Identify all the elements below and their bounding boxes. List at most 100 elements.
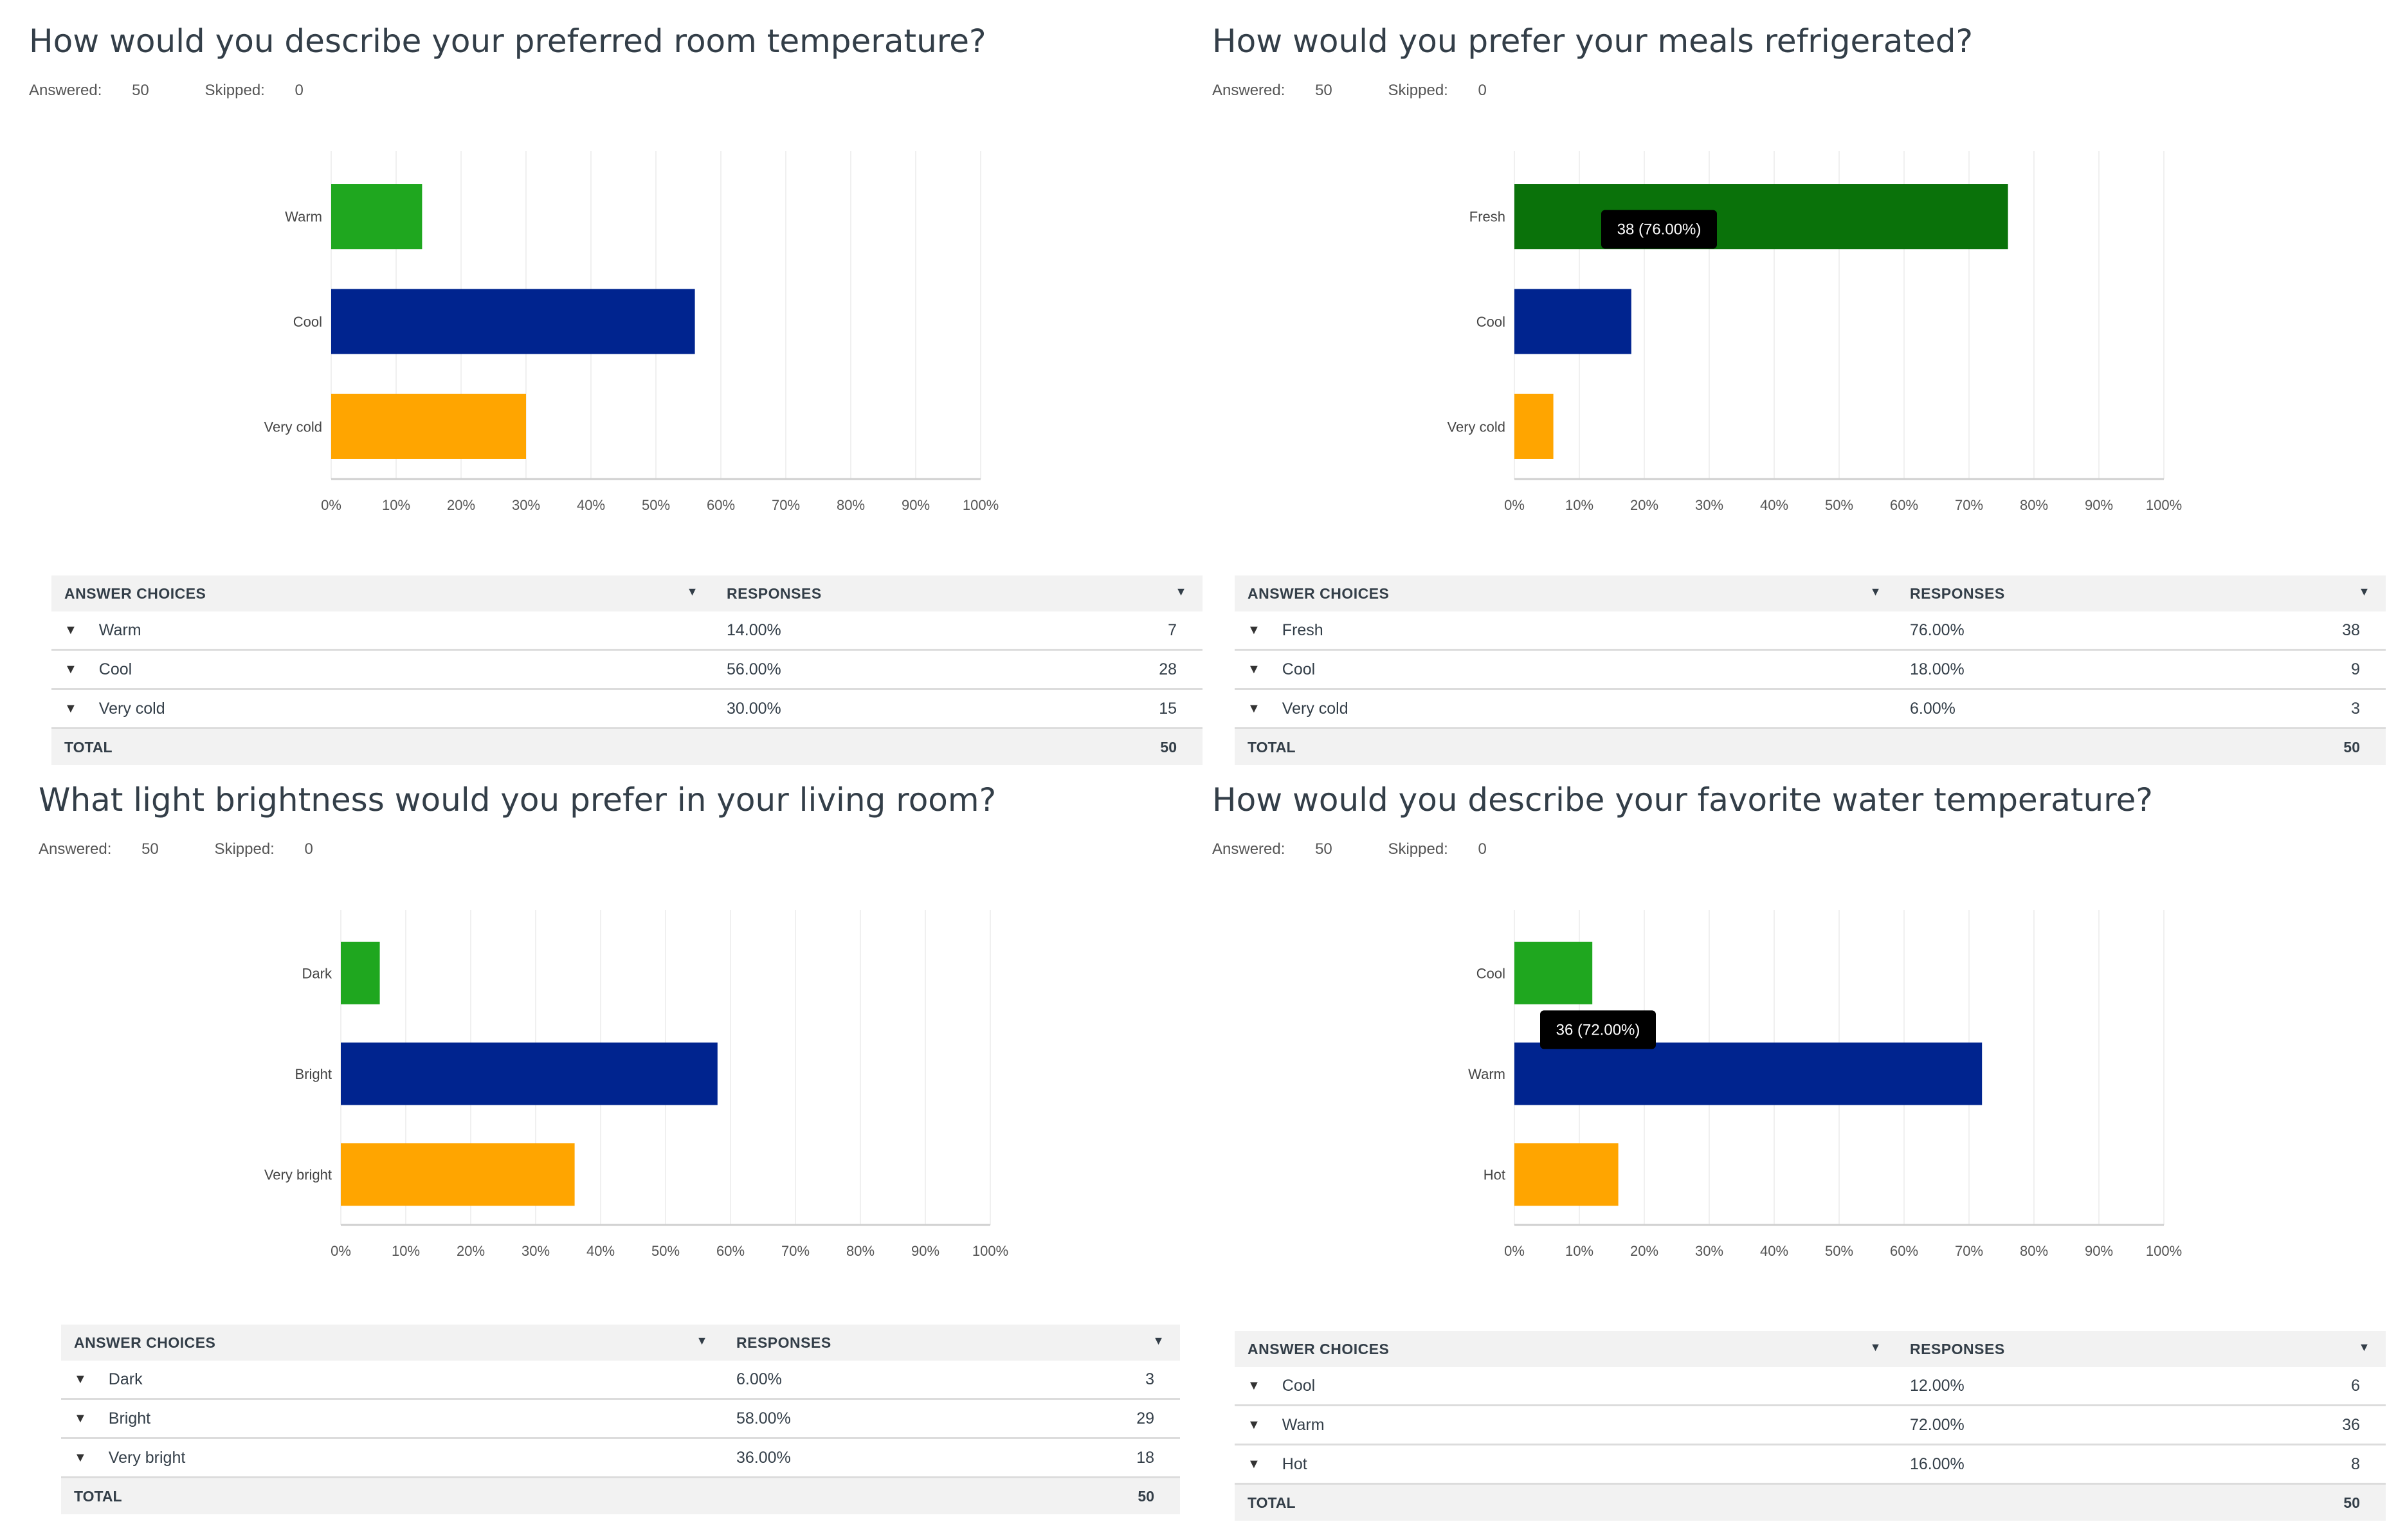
total-value: 50: [2343, 1494, 2360, 1511]
bar-tooltip: 38 (76.00%): [1601, 210, 1717, 249]
question-title: What light brightness would you prefer i…: [39, 781, 997, 819]
total-label: TOTAL: [1248, 1494, 1296, 1511]
table-header: ANSWER CHOICES ▼ RESPONSES ▼: [1235, 1331, 2386, 1367]
bar-hot: [1514, 1143, 1619, 1206]
x-tick-label: 20%: [457, 1243, 485, 1259]
x-tick-label: 20%: [447, 497, 475, 513]
x-tick-label: 10%: [1565, 497, 1593, 513]
sort-caret-icon[interactable]: ▼: [1152, 1334, 1165, 1347]
total-row: TOTAL 50: [1235, 1485, 2386, 1521]
x-tick-label: 90%: [2085, 1243, 2113, 1259]
survey-panel-room-temperature: How would you describe your preferred ro…: [29, 23, 1212, 781]
expand-caret-icon[interactable]: ▼: [74, 1450, 87, 1465]
table-row[interactable]: ▼ Hot 16.00% 8: [1235, 1445, 2386, 1485]
x-tick-label: 30%: [1695, 1243, 1723, 1259]
x-tick-label: 70%: [772, 497, 800, 513]
expand-caret-icon[interactable]: ▼: [64, 622, 77, 637]
y-category-label: Very cold: [264, 419, 323, 435]
table-row[interactable]: ▼ Warm 14.00% 7: [51, 611, 1203, 651]
x-tick-label: 90%: [911, 1243, 939, 1259]
expand-caret-icon[interactable]: ▼: [74, 1411, 87, 1426]
sort-caret-icon[interactable]: ▼: [696, 1334, 708, 1347]
table-row[interactable]: ▼ Cool 18.00% 9: [1235, 651, 2386, 690]
table-row[interactable]: ▼ Very cold 6.00% 3: [1235, 690, 2386, 729]
responses-table: ANSWER CHOICES ▼ RESPONSES ▼ ▼ Dark 6.00% 3 ▼ B…: [61, 1325, 1180, 1514]
table-row[interactable]: ▼ Cool 56.00% 28: [51, 651, 1203, 690]
bar-tooltip: 36 (72.00%): [1540, 1010, 1656, 1049]
x-tick-label: 60%: [707, 497, 735, 513]
expand-caret-icon[interactable]: ▼: [1248, 622, 1260, 637]
skipped-count: Skipped: 0: [1388, 82, 1487, 99]
x-tick-label: 60%: [1890, 497, 1918, 513]
x-tick-label: 100%: [2146, 497, 2182, 513]
bar-chart: 0% 10% 20% 30% 40% 50% 60% 70% 80% 90% 100% Dark Bri…: [264, 910, 1008, 1259]
x-tick-label: 50%: [1825, 497, 1853, 513]
question-title: How would you describe your preferred ro…: [29, 23, 986, 60]
col-answer-choices[interactable]: ANSWER CHOICES: [64, 584, 206, 602]
col-responses[interactable]: RESPONSES: [1910, 584, 2005, 602]
response-percent: 14.00%: [727, 621, 781, 639]
sort-caret-icon[interactable]: ▼: [2358, 1340, 2370, 1354]
expand-caret-icon[interactable]: ▼: [1248, 662, 1260, 676]
x-tick-label: 20%: [1630, 497, 1658, 513]
table-row[interactable]: ▼ Very bright 36.00% 18: [61, 1439, 1180, 1478]
col-responses[interactable]: RESPONSES: [736, 1334, 831, 1351]
x-tick-label: 40%: [586, 1243, 615, 1259]
x-tick-label: 40%: [1760, 1243, 1788, 1259]
response-percent: 18.00%: [1910, 660, 1965, 678]
x-tick-label: 70%: [1955, 497, 1983, 513]
table-row[interactable]: ▼ Cool 12.00% 6: [1235, 1367, 2386, 1406]
tooltip-text: 38 (76.00%): [1617, 221, 1702, 239]
response-meta: Answered: 50 Skipped: 0: [1212, 82, 1538, 100]
x-tick-label: 70%: [1955, 1243, 1983, 1259]
col-answer-choices[interactable]: ANSWER CHOICES: [1248, 1340, 1390, 1357]
x-tick-label: 100%: [2146, 1243, 2182, 1259]
expand-caret-icon[interactable]: ▼: [1248, 1417, 1260, 1432]
x-tick-label: 60%: [1890, 1243, 1918, 1259]
expand-caret-icon[interactable]: ▼: [1248, 1456, 1260, 1471]
expand-caret-icon[interactable]: ▼: [64, 662, 77, 676]
table-row[interactable]: ▼ Fresh 76.00% 38: [1235, 611, 2386, 651]
bar-chart: 0% 10% 20% 30% 40% 50% 60% 70% 80% 90% 100% Cool War…: [1468, 910, 2182, 1259]
expand-caret-icon[interactable]: ▼: [1248, 701, 1260, 716]
table-row[interactable]: ▼ Dark 6.00% 3: [61, 1361, 1180, 1400]
table-header: ANSWER CHOICES ▼ RESPONSES ▼: [51, 575, 1203, 611]
x-tick-label: 80%: [846, 1243, 875, 1259]
answer-label: Fresh: [1282, 621, 1323, 639]
table-row[interactable]: ▼ Very cold 30.00% 15: [51, 690, 1203, 729]
y-category-label: Warm: [285, 209, 322, 225]
answered-count: Answered: 50: [1212, 82, 1332, 99]
x-tick-label: 90%: [902, 497, 930, 513]
y-category-label: Hot: [1484, 1167, 1505, 1183]
expand-caret-icon[interactable]: ▼: [74, 1372, 87, 1386]
col-answer-choices[interactable]: ANSWER CHOICES: [1248, 584, 1390, 602]
sort-caret-icon[interactable]: ▼: [1869, 1340, 1882, 1354]
bar-cool: [331, 289, 695, 354]
sort-caret-icon[interactable]: ▼: [2358, 584, 2370, 598]
x-tick-label: 20%: [1630, 1243, 1658, 1259]
table-row[interactable]: ▼ Warm 72.00% 36: [1235, 1406, 2386, 1445]
answer-label: Very cold: [1282, 699, 1348, 718]
response-percent: 56.00%: [727, 660, 781, 678]
sort-caret-icon[interactable]: ▼: [686, 584, 698, 598]
expand-caret-icon[interactable]: ▼: [1248, 1378, 1260, 1393]
table-row[interactable]: ▼ Bright 58.00% 29: [61, 1400, 1180, 1439]
expand-caret-icon[interactable]: ▼: [64, 701, 77, 716]
sort-caret-icon[interactable]: ▼: [1175, 584, 1187, 598]
col-responses[interactable]: RESPONSES: [727, 584, 822, 602]
bar-very-cold: [331, 394, 526, 459]
x-tick-label: 80%: [2020, 497, 2048, 513]
x-tick-label: 30%: [522, 1243, 550, 1259]
table-header: ANSWER CHOICES ▼ RESPONSES ▼: [1235, 575, 2386, 611]
col-responses[interactable]: RESPONSES: [1910, 1340, 2005, 1357]
bar-very-bright: [341, 1143, 575, 1206]
total-label: TOTAL: [64, 738, 113, 756]
col-answer-choices[interactable]: ANSWER CHOICES: [74, 1334, 216, 1351]
response-percent: 6.00%: [1910, 699, 1956, 718]
bar-very-cold: [1514, 394, 1554, 459]
x-tick-label: 50%: [651, 1243, 680, 1259]
y-category-label: Cool: [1476, 965, 1505, 981]
sort-caret-icon[interactable]: ▼: [1869, 584, 1882, 598]
total-row: TOTAL 50: [1235, 729, 2386, 765]
response-percent: 58.00%: [736, 1409, 791, 1427]
